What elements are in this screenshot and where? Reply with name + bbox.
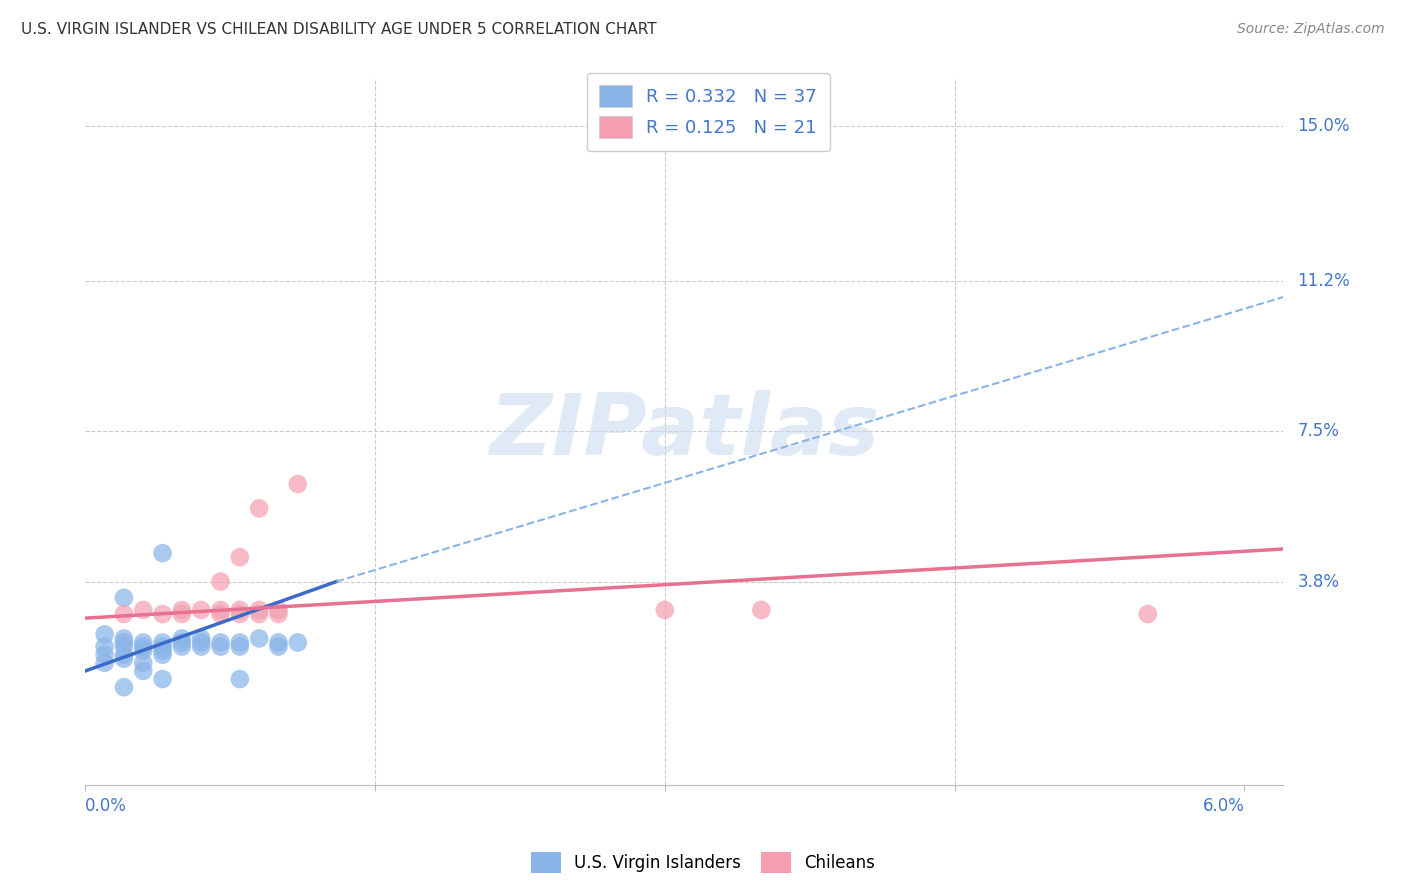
Point [112, 680, 135, 694]
Point [112, 648, 135, 662]
Point [152, 546, 174, 560]
Text: 3.8%: 3.8% [1298, 573, 1340, 591]
Point [751, 603, 773, 617]
Legend: R = 0.332   N = 37, R = 0.125   N = 21: R = 0.332 N = 37, R = 0.125 N = 21 [586, 72, 830, 151]
Point [209, 607, 232, 621]
Point [170, 635, 193, 649]
Point [190, 603, 212, 617]
Point [152, 672, 174, 686]
Point [112, 591, 135, 605]
Text: 0.0%: 0.0% [86, 797, 127, 815]
Point [267, 603, 290, 617]
Point [190, 635, 212, 649]
Point [170, 640, 193, 654]
Point [209, 574, 232, 589]
Point [229, 550, 252, 565]
Point [152, 648, 174, 662]
Point [93, 656, 115, 670]
Point [287, 635, 309, 649]
Point [190, 640, 212, 654]
Point [247, 603, 270, 617]
Legend: U.S. Virgin Islanders, Chileans: U.S. Virgin Islanders, Chileans [524, 846, 882, 880]
Point [170, 607, 193, 621]
Point [132, 635, 155, 649]
Point [229, 672, 252, 686]
Point [112, 635, 135, 649]
Point [267, 635, 290, 649]
Text: Source: ZipAtlas.com: Source: ZipAtlas.com [1237, 22, 1385, 37]
Point [152, 640, 174, 654]
Point [287, 477, 309, 491]
Point [132, 603, 155, 617]
Point [654, 603, 676, 617]
Point [209, 640, 232, 654]
Point [267, 640, 290, 654]
Point [247, 607, 270, 621]
Point [93, 627, 115, 641]
Text: 6.0%: 6.0% [1202, 797, 1244, 815]
Point [229, 640, 252, 654]
Point [170, 632, 193, 646]
Text: U.S. VIRGIN ISLANDER VS CHILEAN DISABILITY AGE UNDER 5 CORRELATION CHART: U.S. VIRGIN ISLANDER VS CHILEAN DISABILI… [21, 22, 657, 37]
Point [209, 603, 232, 617]
Point [229, 635, 252, 649]
Point [247, 501, 270, 516]
Point [112, 652, 135, 666]
Point [93, 640, 115, 654]
Point [152, 635, 174, 649]
Point [93, 648, 115, 662]
Point [170, 603, 193, 617]
Point [190, 632, 212, 646]
Text: 11.2%: 11.2% [1298, 272, 1350, 290]
Point [152, 643, 174, 657]
Text: 15.0%: 15.0% [1298, 118, 1350, 136]
Text: 7.5%: 7.5% [1298, 422, 1340, 441]
Point [152, 607, 174, 621]
Point [132, 664, 155, 678]
Point [132, 643, 155, 657]
Point [229, 603, 252, 617]
Text: ZIPatlas: ZIPatlas [489, 390, 879, 473]
Point [112, 607, 135, 621]
Point [112, 640, 135, 654]
Point [132, 656, 155, 670]
Point [1136, 607, 1159, 621]
Point [247, 632, 270, 646]
Point [112, 632, 135, 646]
Point [229, 607, 252, 621]
Point [209, 635, 232, 649]
Point [132, 640, 155, 654]
Point [267, 607, 290, 621]
